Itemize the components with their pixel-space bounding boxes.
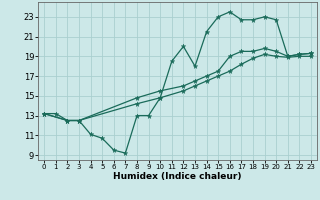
X-axis label: Humidex (Indice chaleur): Humidex (Indice chaleur) xyxy=(113,172,242,181)
